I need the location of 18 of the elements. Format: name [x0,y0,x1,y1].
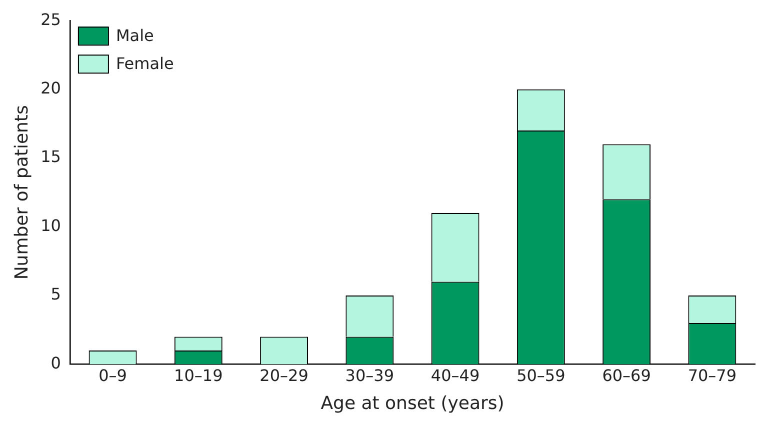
x-tick-label: 10–19 [174,366,223,385]
y-tick-label: 10 [40,216,61,235]
y-tick-label: 5 [50,284,61,304]
x-tick-label: 40–49 [430,366,480,385]
x-tick-label: 20–29 [260,366,308,385]
x-tick-label: 60–69 [602,366,651,385]
y-tick-label: 25 [40,10,61,29]
x-axis-title: Age at onset (years) [320,392,504,414]
x-tick-label: 50–59 [516,366,566,385]
y-tick-label: 20 [40,78,61,98]
legend-label: Female [116,54,174,73]
y-tick-label: 15 [40,147,61,166]
x-tick-label: 0–9 [98,366,127,385]
y-axis-title: Number of patients [11,105,32,280]
x-tick-label: 30–39 [345,366,394,385]
x-tick-label: 70–79 [688,366,737,385]
legend-label: Male [116,26,154,45]
y-tick-label: 0 [50,353,61,372]
